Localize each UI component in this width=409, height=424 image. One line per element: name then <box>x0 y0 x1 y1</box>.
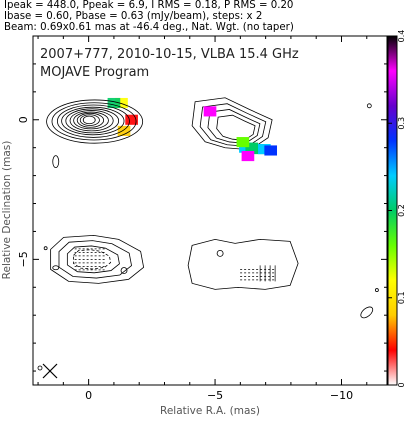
beam-cross-icon <box>42 363 58 379</box>
pixel-cell <box>258 144 271 155</box>
contour-polygon <box>58 240 132 279</box>
contour-ring <box>51 102 137 141</box>
contour-ring <box>65 108 120 134</box>
contour-ring <box>76 112 105 128</box>
contour-dot <box>52 265 60 271</box>
pixel-cell <box>110 106 123 117</box>
contour-polygon <box>191 97 273 151</box>
pixel-cell <box>94 117 108 128</box>
colorbar-tick-label: 0.3 <box>397 117 406 130</box>
pixel-cell <box>203 106 217 117</box>
contour-dot <box>120 267 128 274</box>
pixel-cell <box>241 150 255 162</box>
pixel-cell <box>264 145 278 156</box>
y-tick-label: 0 <box>17 116 30 123</box>
contour-dot <box>360 306 374 319</box>
colorbar-tick-label: 0.1 <box>397 291 406 304</box>
pixel-cell <box>102 111 116 123</box>
pixel-cell <box>125 114 138 125</box>
contour-blob <box>52 155 60 169</box>
contour-ring <box>73 111 109 130</box>
contour-ring <box>56 104 130 138</box>
pixel-cell <box>236 137 250 148</box>
contour-dot <box>366 103 372 109</box>
axis-ticks: 0 −5 −10 0 −5 <box>17 36 387 402</box>
pixel-cell <box>117 125 131 136</box>
contour-ring <box>61 106 125 136</box>
x-tick-label: −10 <box>330 389 353 402</box>
beam-ellipse <box>37 365 43 371</box>
map-panels <box>43 97 379 319</box>
contour-dot <box>43 246 48 251</box>
contour-polygon <box>199 103 267 147</box>
pixel-cell <box>107 97 121 109</box>
contour-dot <box>216 249 224 257</box>
colorbar-tick-label: 0.4 <box>397 30 406 43</box>
chart-subtitle: MOJAVE Program <box>40 65 149 80</box>
header-line-1: Ipeak = 448.0, Ppeak = 6.9, I RMS = 0.18… <box>4 0 294 11</box>
contour-polygon <box>50 234 145 284</box>
contour-dashed <box>73 249 112 270</box>
pixel-cell <box>87 114 101 125</box>
contour-polygon <box>207 109 261 144</box>
contour-polygon <box>187 238 299 290</box>
pixel-cell <box>115 97 128 109</box>
colorbar-tick-label: 0 <box>397 382 406 387</box>
x-tick-label: −5 <box>207 389 223 402</box>
y-axis-title: Relative Declination (mas) <box>1 141 13 280</box>
pixel-cell <box>245 142 259 153</box>
header-line-3: Beam: 0.69x0.61 mas at -46.4 deg., Nat. … <box>4 22 294 33</box>
x-tick-label: 0 <box>85 389 92 402</box>
chart-title: 2007+777, 2010-10-15, VLBA 15.4 GHz <box>40 47 299 62</box>
colorbar: 0 0.1 0.2 0.3 0.4 <box>387 30 406 388</box>
y-tick-label: −5 <box>17 251 30 267</box>
header-line-2: Ibase = 0.60, Pbase = 0.63 (mJy/beam), s… <box>4 11 263 22</box>
contour-ring <box>46 99 144 144</box>
contour-dot <box>374 288 379 292</box>
contour-ring <box>82 115 96 125</box>
plot-frame <box>32 35 388 386</box>
colorbar-tick-label: 0.2 <box>397 204 406 217</box>
contour-polygon <box>66 245 120 274</box>
x-axis-title: Relative R.A. (mas) <box>160 405 260 417</box>
contour-ring <box>69 110 114 132</box>
colorbar-ticks: 0 0.1 0.2 0.3 0.4 <box>388 30 406 388</box>
contour-ring <box>79 114 100 126</box>
